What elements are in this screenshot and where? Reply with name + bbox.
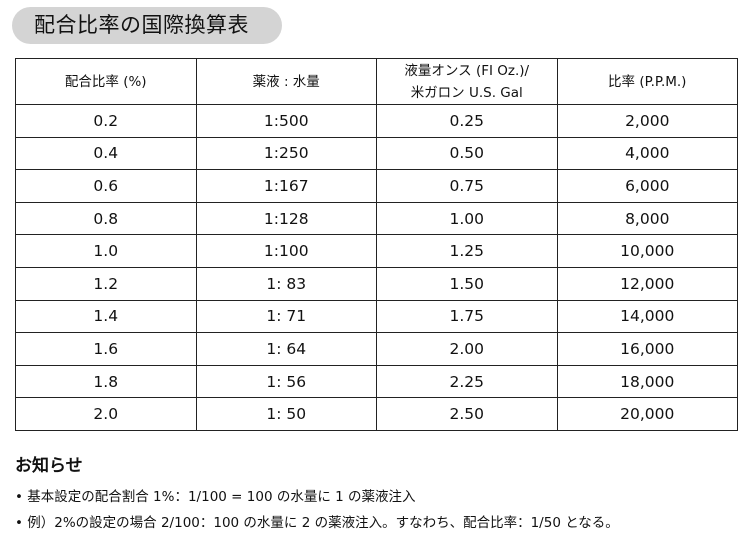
table-cell: 20,000 bbox=[556, 397, 738, 431]
table-cell: 1: 64 bbox=[195, 332, 377, 366]
table-cell: 1: 83 bbox=[195, 266, 377, 301]
table-cell: 0.6 bbox=[15, 169, 197, 203]
table-cell: 1.00 bbox=[376, 201, 558, 236]
table-row: 1.4 1: 71 1.75 14,000 bbox=[15, 299, 738, 334]
table-cell: 2.0 bbox=[15, 397, 197, 431]
table-row: 0.6 1:167 0.75 6,000 bbox=[15, 169, 738, 203]
table-cell: 1:128 bbox=[195, 201, 377, 236]
table-cell: 0.50 bbox=[376, 136, 558, 171]
table-cell: 2.25 bbox=[376, 364, 558, 399]
table-cell: 10,000 bbox=[556, 234, 738, 268]
table-cell: 2,000 bbox=[556, 104, 738, 138]
table-cell: 1: 71 bbox=[195, 299, 377, 334]
column-header: 配合比率 (%) bbox=[15, 58, 197, 105]
table-row: 1.6 1: 64 2.00 16,000 bbox=[15, 332, 738, 366]
table-row: 1.8 1: 56 2.25 18,000 bbox=[15, 364, 738, 399]
table-row: 0.4 1:250 0.50 4,000 bbox=[15, 136, 738, 171]
table-cell: 1:250 bbox=[195, 136, 377, 171]
table-cell: 1: 56 bbox=[195, 364, 377, 399]
table-cell: 4,000 bbox=[556, 136, 738, 171]
table-cell: 1.0 bbox=[15, 234, 197, 268]
table-cell: 0.25 bbox=[376, 104, 558, 138]
table-cell: 18,000 bbox=[556, 364, 738, 399]
header-row: 配合比率 (%) 薬液 : 水量 液量オンス (FI Oz.)/ 米ガロン U.S.… bbox=[15, 58, 738, 105]
table-cell: 14,000 bbox=[556, 299, 738, 334]
table-row: 0.8 1:128 1.00 8,000 bbox=[15, 201, 738, 236]
table-cell: 8,000 bbox=[556, 201, 738, 236]
table-cell: 1:167 bbox=[195, 169, 377, 203]
table-cell: 1:100 bbox=[195, 234, 377, 268]
table-cell: 0.2 bbox=[15, 104, 197, 138]
page-title: 配合比率の国際換算表 bbox=[12, 7, 282, 44]
table-cell: 0.4 bbox=[15, 136, 197, 171]
table-row: 1.0 1:100 1.25 10,000 bbox=[15, 234, 738, 268]
table-cell: 1.4 bbox=[15, 299, 197, 334]
table-cell: 12,000 bbox=[556, 266, 738, 301]
notice-item: • 基本設定の配合割合 1%：1/100 = 100 の水量に 1 の薬液注入 bbox=[15, 489, 416, 505]
column-header: 液量オンス (FI Oz.)/ 米ガロン U.S. Gal bbox=[376, 58, 558, 105]
table-cell: 2.50 bbox=[376, 397, 558, 431]
column-header: 比率 (P.P.M.) bbox=[556, 58, 738, 105]
table-row: 0.2 1:500 0.25 2,000 bbox=[15, 104, 738, 138]
table-cell: 0.8 bbox=[15, 201, 197, 236]
notice-item: • 例）2%の設定の場合 2/100：100 の水量に 2 の薬液注入。すなわち… bbox=[15, 515, 619, 531]
table-cell: 1.8 bbox=[15, 364, 197, 399]
table-cell: 6,000 bbox=[556, 169, 738, 203]
table-cell: 16,000 bbox=[556, 332, 738, 366]
table-row: 2.0 1: 50 2.50 20,000 bbox=[15, 397, 738, 431]
table-cell: 1.25 bbox=[376, 234, 558, 268]
table-cell: 1:500 bbox=[195, 104, 377, 138]
table-cell: 1: 50 bbox=[195, 397, 377, 431]
notice-heading: お知らせ bbox=[15, 456, 83, 476]
table-cell: 1.2 bbox=[15, 266, 197, 301]
conversion-table: 配合比率 (%) 薬液 : 水量 液量オンス (FI Oz.)/ 米ガロン U.S.… bbox=[15, 58, 738, 431]
table-cell: 1.75 bbox=[376, 299, 558, 334]
table-cell: 1.50 bbox=[376, 266, 558, 301]
column-header: 薬液 : 水量 bbox=[195, 58, 377, 105]
table-row: 1.2 1: 83 1.50 12,000 bbox=[15, 266, 738, 301]
table-cell: 0.75 bbox=[376, 169, 558, 203]
table-cell: 1.6 bbox=[15, 332, 197, 366]
table-cell: 2.00 bbox=[376, 332, 558, 366]
